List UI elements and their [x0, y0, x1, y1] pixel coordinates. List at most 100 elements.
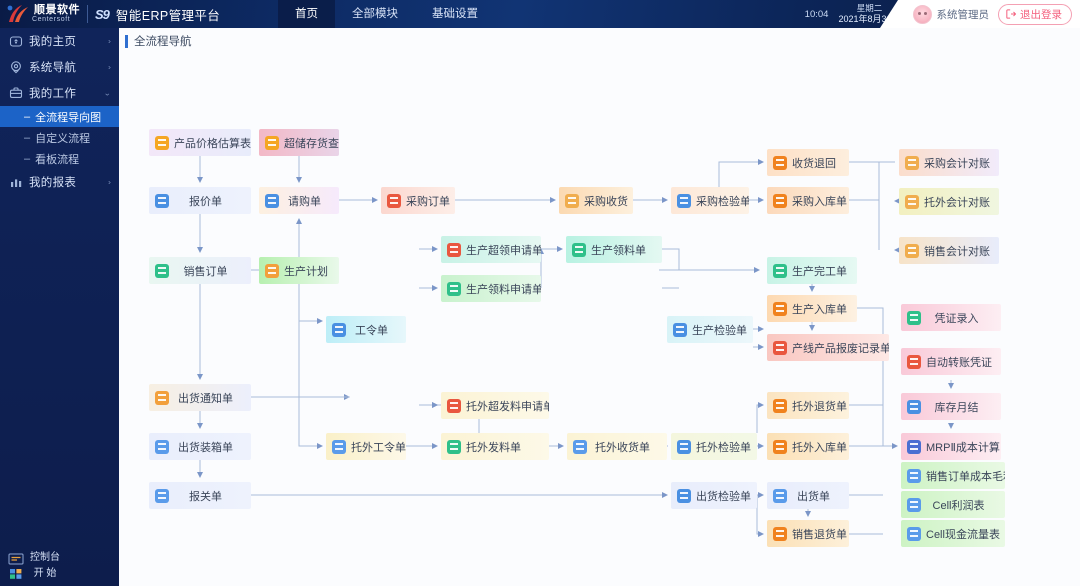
sidebar-subitem-custom-process[interactable]: – 自定义流程 — [0, 127, 119, 148]
sidebar-subitem-full-process-map[interactable]: – 全流程导向图 — [0, 106, 119, 127]
dash-marker: – — [24, 152, 31, 165]
user-avatar-icon[interactable] — [912, 4, 932, 24]
flow-node[interactable]: 出货检验单 — [671, 482, 757, 509]
flow-node-label: 采购检验单 — [696, 195, 749, 208]
flow-node[interactable]: 出货装箱单 — [149, 433, 251, 460]
flow-node[interactable]: 采购会计对账 — [899, 149, 999, 176]
flow-node-label: 请购单 — [288, 195, 321, 208]
flow-node-label: 托外收货单 — [595, 441, 650, 454]
flow-node[interactable]: 产线产品报废记录单 — [767, 334, 889, 361]
flow-node[interactable]: 工令单 — [326, 316, 406, 343]
flow-node[interactable]: 生产检验单 — [667, 316, 753, 343]
page-header: 全流程导航 — [119, 28, 1080, 54]
flow-node[interactable]: 采购收货 — [559, 187, 633, 214]
flow-node-label: 工令单 — [355, 324, 388, 337]
flow-node[interactable]: 生产超领申请单 — [441, 236, 541, 263]
flow-node[interactable]: 出货通知单 — [149, 384, 251, 411]
flow-node[interactable]: 销售订单成本毛利表 — [901, 462, 1005, 489]
flow-node-label: 采购会计对账 — [924, 157, 990, 170]
flow-node[interactable]: 销售会计对账 — [899, 237, 999, 264]
page-title: 全流程导航 — [134, 36, 192, 48]
sidebar-bottom-bar: 控制台 开 始 — [0, 550, 119, 582]
flow-node-icon — [673, 322, 687, 337]
flow-node-icon — [573, 439, 587, 454]
logout-button[interactable]: 退出登录 — [998, 3, 1072, 25]
flow-node[interactable]: 托外收货单 — [567, 433, 667, 460]
nav-item-modules[interactable]: 全部模块 — [352, 8, 398, 20]
sidebar-subitem-kanban-process[interactable]: – 看板流程 — [0, 148, 119, 169]
chevron-right-icon: › — [108, 36, 111, 46]
flow-node-icon — [332, 322, 346, 337]
flow-node[interactable]: 超储存货查询 — [259, 129, 339, 156]
flow-node-label: 生产超领申请单 — [466, 244, 541, 257]
flow-node[interactable]: 托外超发料申请单 — [441, 392, 549, 419]
flow-node-label: 生产入库单 — [792, 303, 847, 316]
flow-node[interactable]: 生产领料单 — [566, 236, 662, 263]
flow-node[interactable]: 产品价格估算表 — [149, 129, 251, 156]
console-icon[interactable] — [8, 553, 24, 565]
flow-node[interactable]: 托外工令单 — [326, 433, 406, 460]
flow-node[interactable]: 凭证录入 — [901, 304, 1001, 331]
flow-node[interactable]: 生产领料申请单 — [441, 275, 541, 302]
flow-node[interactable]: 生产入库单 — [767, 295, 857, 322]
flow-node[interactable]: 库存月结 — [901, 393, 1001, 420]
flow-node[interactable]: 收货退回 — [767, 149, 849, 176]
dash-marker: – — [24, 110, 31, 123]
brand-logo[interactable]: 顺景软件 Centersoft S9 智能ERP管理平台 — [0, 0, 278, 28]
flow-node[interactable]: 托外会计对账 — [899, 188, 999, 215]
sidebar-item-mywork[interactable]: 我的工作 ⌄ — [0, 80, 119, 106]
flow-node[interactable]: Cell现金流量表 — [901, 520, 1005, 547]
flow-node[interactable]: 自动转账凭证 — [901, 348, 1001, 375]
logout-label: 退出登录 — [1020, 8, 1062, 21]
centersoft-logo-icon — [6, 3, 32, 25]
flow-node-label: 托外发料单 — [466, 441, 521, 454]
sidebar-item-navigation[interactable]: 系统导航 › — [0, 54, 119, 80]
flow-node-icon — [155, 439, 169, 454]
flow-node[interactable]: Cell利润表 — [901, 491, 1005, 518]
flow-node[interactable]: 采购检验单 — [671, 187, 749, 214]
flow-node[interactable]: 采购入库单 — [767, 187, 849, 214]
home-icon — [9, 34, 23, 48]
flow-node-label: 生产检验单 — [692, 324, 747, 337]
flow-node[interactable]: 出货单 — [767, 482, 849, 509]
nav-item-home[interactable]: 首页 — [278, 0, 335, 28]
flow-node[interactable]: 销售退货单 — [767, 520, 849, 547]
flow-node-icon — [773, 439, 787, 454]
flow-node-icon — [773, 526, 787, 541]
flow-node[interactable]: 请购单 — [259, 187, 339, 214]
flow-node-icon — [155, 390, 169, 405]
sidebar-subitem-full-process-map-label: 全流程导向图 — [35, 111, 102, 124]
start-label[interactable]: 开 始 — [33, 568, 57, 579]
sidebar-item-home[interactable]: 我的主页 › — [0, 28, 119, 54]
console-label[interactable]: 控制台 — [30, 552, 60, 563]
flow-node[interactable]: 报价单 — [149, 187, 251, 214]
dash-marker: – — [24, 131, 31, 144]
sidebar-item-mywork-label: 我的工作 — [29, 88, 77, 100]
flow-node-icon — [447, 398, 461, 413]
brand-name-cn: 顺景软件 — [34, 3, 80, 16]
flow-node[interactable]: 托外发料单 — [441, 433, 549, 460]
flow-node-icon — [447, 242, 461, 257]
flow-node[interactable]: 生产完工单 — [767, 257, 857, 284]
flow-node-icon — [907, 497, 921, 512]
date-label: 2021年8月31日 — [838, 14, 901, 24]
flow-node-label: 收货退回 — [792, 157, 836, 170]
sidebar-item-home-label: 我的主页 — [29, 36, 77, 48]
flow-node-icon — [447, 281, 461, 296]
flow-node[interactable]: 托外检验单 — [671, 433, 757, 460]
flow-node-icon — [907, 468, 921, 483]
user-area: 系统管理员 退出登录 — [912, 0, 1080, 28]
sidebar-item-reports[interactable]: 我的报表 › — [0, 169, 119, 195]
flow-node[interactable]: 托外退货单 — [767, 392, 849, 419]
flow-node[interactable]: 报关单 — [149, 482, 251, 509]
start-icon[interactable] — [8, 568, 24, 580]
flow-node-icon — [387, 193, 401, 208]
flow-node[interactable]: 生产计划 — [259, 257, 339, 284]
flow-node[interactable]: 销售订单 — [149, 257, 251, 284]
flow-node[interactable]: 托外入库单 — [767, 433, 849, 460]
nav-item-settings[interactable]: 基础设置 — [432, 8, 478, 20]
flow-node[interactable]: 采购订单 — [381, 187, 455, 214]
flow-node[interactable]: MRPⅡ成本计算 — [901, 433, 1001, 460]
flow-node-label: 销售订单 — [183, 265, 228, 278]
